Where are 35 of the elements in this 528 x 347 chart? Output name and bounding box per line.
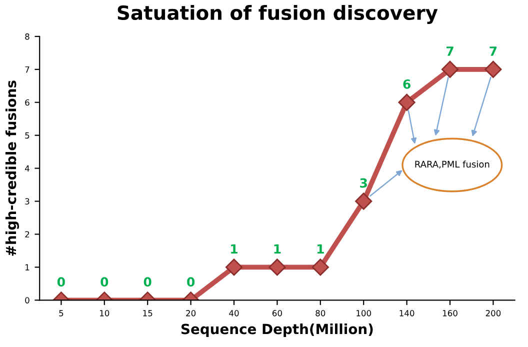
y-tick-label: 6 [25,99,30,106]
data-label: 0 [100,277,108,287]
data-label: 0 [187,277,195,287]
annotation: RARA,PML fusion [415,160,490,169]
y-tick-label: 8 [25,33,30,40]
chart-title: Satuation of fusion discovery [118,4,438,24]
y-tick-label: 7 [25,66,30,73]
x-tick-label: 40 [229,310,239,316]
x-tick-label: 80 [316,310,326,316]
x-tick-label: 140 [400,310,414,316]
x-tick-label: 160 [442,310,458,316]
x-axis-title: Sequence Depth(Million) [181,324,373,337]
data-label: 3 [360,178,367,188]
x-tick-label: 5 [59,310,64,316]
x-tick-label: 15 [143,310,152,316]
y-axis-title: #high-credible fusions [5,80,20,256]
x-tick-label: 60 [272,310,282,316]
x-tick-label: 200 [486,310,501,316]
data-label: 7 [446,46,454,56]
y-tick-label: 3 [25,198,30,205]
x-tick-label: 20 [186,310,196,316]
x-tick-label: 10 [100,310,110,316]
y-tick-label: 2 [25,231,30,238]
data-label: 1 [317,244,324,254]
data-label: 7 [490,46,497,56]
y-tick-label: 0 [25,297,30,304]
data-label: 1 [274,244,281,254]
data-label: 0 [57,277,65,287]
y-tick-label: 4 [24,165,30,172]
x-tick-label: 100 [356,310,371,316]
data-label: 1 [231,244,238,254]
y-tick-label: 5 [25,132,30,139]
y-tick-label: 1 [25,264,30,270]
data-label: 0 [144,277,152,287]
data-label: 6 [403,79,410,89]
